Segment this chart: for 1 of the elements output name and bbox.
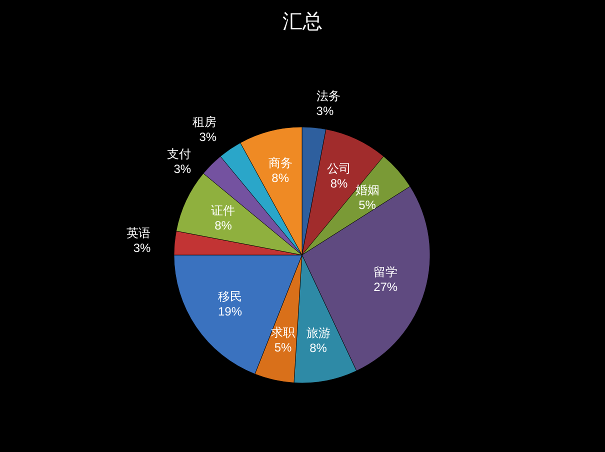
title: 汇总 [282,11,322,33]
